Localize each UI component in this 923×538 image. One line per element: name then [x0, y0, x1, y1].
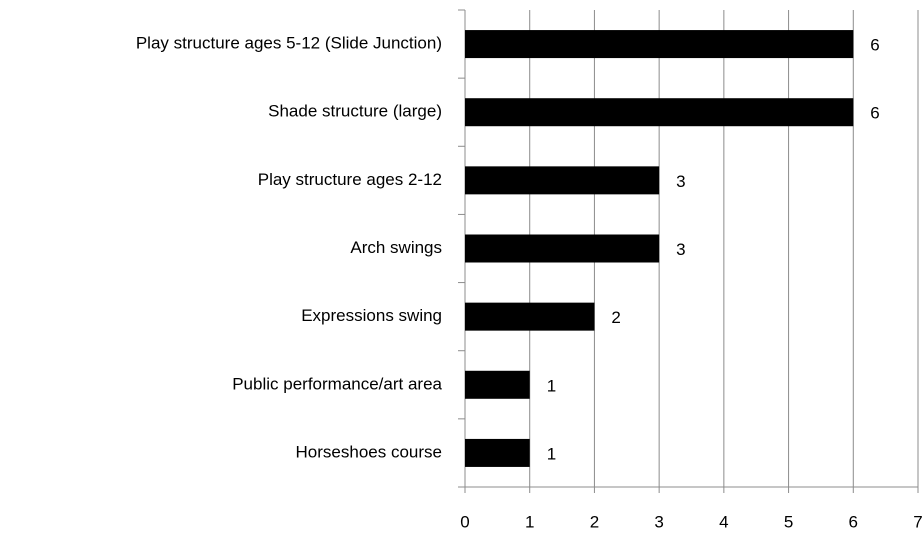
y-tick-label: Play structure ages 5-12 (Slide Junction…	[136, 34, 442, 53]
bar	[465, 370, 530, 399]
y-tick-label: Shade structure (large)	[268, 102, 442, 121]
data-label: 6	[870, 36, 879, 55]
data-label: 1	[547, 376, 556, 395]
y-tick-label: Horseshoes course	[296, 442, 442, 461]
x-tick-label: 6	[849, 512, 858, 531]
y-tick-label: Expressions swing	[301, 306, 442, 325]
bar	[465, 302, 595, 331]
x-tick-label: 5	[784, 512, 793, 531]
data-label: 1	[547, 444, 556, 463]
bar	[465, 166, 660, 195]
data-label: 3	[676, 172, 685, 191]
bar	[465, 438, 530, 467]
x-tick-label: 2	[590, 512, 599, 531]
data-label: 6	[870, 104, 879, 123]
x-tick-label: 4	[719, 512, 728, 531]
y-tick-label: Public performance/art area	[232, 374, 442, 393]
x-tick-label: 3	[654, 512, 663, 531]
y-tick-label: Play structure ages 2-12	[258, 170, 442, 189]
x-tick-label: 7	[913, 512, 922, 531]
y-tick-label: Arch swings	[350, 238, 442, 257]
x-tick-label: 1	[525, 512, 534, 531]
bar	[465, 98, 854, 127]
bar	[465, 30, 854, 59]
data-label: 2	[611, 308, 620, 327]
bar	[465, 234, 660, 263]
x-tick-label: 0	[460, 512, 469, 531]
data-label: 3	[676, 240, 685, 259]
